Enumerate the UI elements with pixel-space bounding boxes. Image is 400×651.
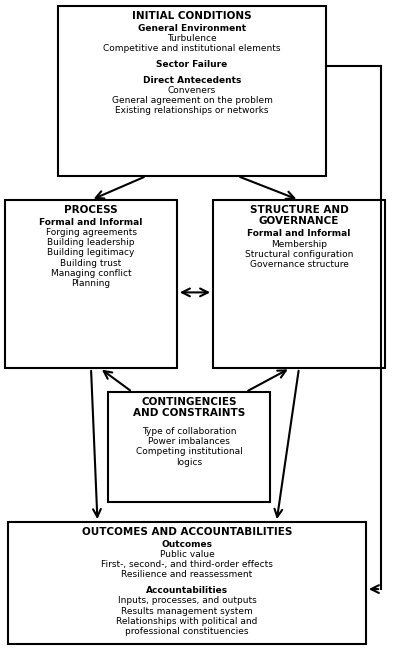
Text: Membership: Membership: [271, 240, 327, 249]
Text: Planning: Planning: [72, 279, 110, 288]
Text: OUTCOMES AND ACCOUNTABILITIES: OUTCOMES AND ACCOUNTABILITIES: [82, 527, 292, 537]
Text: Accountabilities: Accountabilities: [146, 587, 228, 596]
Text: Building trust: Building trust: [60, 258, 122, 268]
Text: Resilience and reassessment: Resilience and reassessment: [121, 570, 253, 579]
Text: AND CONSTRAINTS: AND CONSTRAINTS: [133, 408, 245, 418]
Text: professional constituencies: professional constituencies: [125, 627, 249, 635]
Text: Public value: Public value: [160, 550, 214, 559]
Text: Turbulence: Turbulence: [167, 35, 217, 44]
Text: CONTINGENCIES: CONTINGENCIES: [141, 397, 237, 407]
Text: Forging agreements: Forging agreements: [46, 229, 136, 238]
Text: Formal and Informal: Formal and Informal: [39, 218, 143, 227]
Bar: [108, 392, 270, 502]
Text: STRUCTURE AND: STRUCTURE AND: [250, 205, 348, 215]
Text: Governance structure: Governance structure: [250, 260, 348, 269]
Text: Building legitimacy: Building legitimacy: [47, 249, 135, 258]
Text: PROCESS: PROCESS: [64, 205, 118, 215]
Text: Type of collaboration: Type of collaboration: [142, 427, 236, 436]
Text: Structural configuration: Structural configuration: [245, 249, 353, 258]
Bar: [5, 200, 177, 368]
Text: Building leadership: Building leadership: [47, 238, 135, 247]
Text: Sector Failure: Sector Failure: [156, 61, 228, 69]
Text: General Environment: General Environment: [138, 24, 246, 33]
Bar: [8, 522, 366, 644]
Text: Results management system: Results management system: [121, 607, 253, 616]
Text: INITIAL CONDITIONS: INITIAL CONDITIONS: [132, 11, 252, 21]
Text: Managing conflict: Managing conflict: [51, 269, 131, 277]
Text: First-, second-, and third-order effects: First-, second-, and third-order effects: [101, 561, 273, 570]
Text: logics: logics: [176, 458, 202, 467]
Text: Inputs, processes, and outputs: Inputs, processes, and outputs: [118, 596, 256, 605]
Text: Relationships with political and: Relationships with political and: [116, 616, 258, 626]
Text: GOVERNANCE: GOVERNANCE: [259, 216, 339, 227]
Bar: [213, 200, 385, 368]
Text: Power imbalances: Power imbalances: [148, 437, 230, 447]
Bar: [58, 6, 326, 176]
Text: Conveners: Conveners: [168, 87, 216, 95]
Text: Formal and Informal: Formal and Informal: [247, 230, 351, 238]
Text: General agreement on the problem: General agreement on the problem: [112, 96, 272, 105]
Text: Competitive and institutional elements: Competitive and institutional elements: [103, 44, 281, 53]
Text: Outcomes: Outcomes: [162, 540, 212, 549]
Text: Existing relationships or networks: Existing relationships or networks: [115, 107, 269, 115]
Text: Direct Antecedents: Direct Antecedents: [143, 76, 241, 85]
Text: Competing institutional: Competing institutional: [136, 447, 242, 456]
